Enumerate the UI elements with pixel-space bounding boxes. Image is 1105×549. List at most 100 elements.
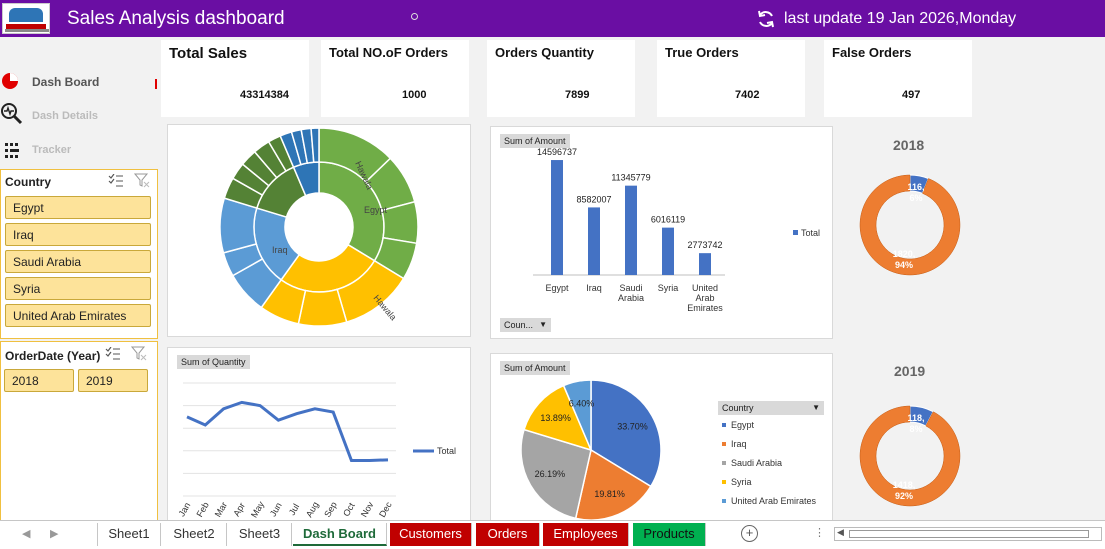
legend-label: Saudi Arabia — [731, 458, 782, 468]
kpi-value: 497 — [902, 89, 921, 101]
pie-slice — [523, 384, 593, 452]
legend-swatch — [793, 230, 798, 235]
category-label: Arab — [695, 293, 714, 303]
data-label: 8582007 — [576, 194, 611, 204]
tab-products[interactable]: Products — [633, 523, 706, 546]
month-label: Oct — [341, 501, 357, 519]
slice-label: 19.81% — [594, 489, 625, 499]
kpi-value: 43314384 — [240, 89, 289, 101]
prev-sheet-icon[interactable]: ◀ — [22, 528, 31, 540]
orders-2019-doughnut[interactable]: 118,8% 1418,92% — [855, 403, 965, 509]
kpi-title: Orders Quantity — [495, 45, 594, 60]
tab-sheet1[interactable]: Sheet1 — [97, 523, 161, 546]
tab-sheet2[interactable]: Sheet2 — [162, 523, 227, 546]
category-label: Iraq — [586, 283, 602, 293]
legend-swatch — [722, 480, 726, 484]
legend-swatch — [722, 423, 726, 427]
slice-label: 33.70% — [617, 422, 648, 432]
legend-swatch — [722, 461, 726, 465]
clear-filter-icon[interactable] — [131, 346, 147, 361]
tab-orders[interactable]: Orders — [476, 523, 540, 546]
clear-filter-icon[interactable] — [134, 173, 150, 188]
true-pct: 92% — [895, 491, 913, 501]
doughnut-2018-title: 2018 — [893, 137, 925, 153]
nav-label: Dash Board — [32, 75, 100, 89]
last-update-text: last update 19 Jan 2026,Monday — [784, 10, 1017, 27]
slicer-item-syria[interactable]: Syria — [5, 277, 151, 300]
slicer-item-iraq[interactable]: Iraq — [5, 223, 151, 246]
slice-label: 26.19% — [535, 469, 566, 479]
true-label: 1820, — [893, 249, 916, 259]
tab-customers[interactable]: Customers — [390, 523, 472, 546]
kpi-false-orders: False Orders 497 — [824, 40, 972, 117]
slicer-title: Country — [5, 175, 51, 189]
kpi-title: False Orders — [832, 45, 912, 60]
next-sheet-icon[interactable]: ▶ — [50, 528, 59, 540]
slicer-item-2019[interactable]: 2019 — [78, 369, 148, 392]
category-label: Syria — [658, 283, 679, 293]
country-filter-button[interactable]: Coun... ▼ — [500, 318, 552, 332]
true-orders-segment — [859, 405, 961, 507]
slicer-item-uae[interactable]: United Arab Emirates — [5, 304, 151, 327]
slicer-item-egypt[interactable]: Egypt — [5, 196, 151, 219]
legend-label: Syria — [731, 477, 752, 487]
dropdown-arrow-icon: ▼ — [812, 403, 820, 412]
company-logo — [2, 3, 50, 34]
slicer-item-2018[interactable]: 2018 — [4, 369, 74, 392]
data-label: 6016119 — [651, 215, 685, 225]
sunburst-label: Egypt — [364, 205, 388, 215]
month-label: Mar — [213, 500, 229, 518]
series-line-total — [186, 400, 389, 462]
true-pct: 94% — [895, 260, 913, 270]
kpi-value: 1000 — [402, 89, 427, 101]
sunburst-chart-panel[interactable]: Egypt Iraq Hawala Hawala — [167, 124, 471, 337]
orders-2018-doughnut[interactable]: 116,6% 1820,94% — [855, 172, 965, 278]
refresh-icon[interactable] — [756, 9, 776, 29]
add-sheet-icon[interactable]: + — [741, 525, 758, 542]
kpi-value: 7899 — [565, 89, 590, 101]
slice-label: 13.89% — [540, 413, 571, 423]
shape-handle-icon — [411, 13, 418, 20]
horizontal-scrollbar[interactable]: ◀ — [834, 527, 1102, 541]
amount-bar-chart-panel[interactable]: Sum of Amount 14596737 Egypt 8582007 Iraq 11… — [490, 126, 833, 339]
nav-dash-details[interactable]: Dash Details — [0, 103, 158, 131]
month-label: Aug — [304, 500, 321, 519]
legend-country-filter[interactable]: Country ▼ — [718, 401, 824, 415]
true-label: 1418, — [893, 480, 916, 490]
kpi-orders-quantity: Orders Quantity 7899 — [487, 40, 635, 117]
amount-pie-chart-panel[interactable]: Sum of Amount 33.70% 19.81% 26.19% 13.89% 6.… — [490, 353, 833, 521]
kpi-title: Total NO.oF Orders — [329, 45, 448, 60]
year-slicer: OrderDate (Year) 2018 2019 — [0, 341, 158, 521]
scroll-left-icon[interactable]: ◀ — [837, 527, 844, 537]
tab-sheet3[interactable]: Sheet3 — [228, 523, 292, 546]
data-label: 14596737 — [537, 147, 577, 157]
month-label: Jun — [268, 501, 284, 519]
nav-tracker[interactable]: Tracker — [0, 137, 158, 165]
nav-label: Dash Details — [32, 110, 99, 122]
multi-select-icon[interactable] — [108, 174, 124, 188]
kpi-total-sales: Total Sales 43314384 — [161, 40, 309, 117]
nav-label: Tracker — [32, 144, 72, 156]
multi-select-icon[interactable] — [105, 347, 121, 361]
more-options-icon[interactable]: ⋮ — [814, 527, 825, 539]
pie-slice — [520, 428, 592, 520]
nav-dashboard[interactable]: Dash Board — [0, 68, 158, 96]
field-tag: Sum of Amount — [500, 361, 570, 375]
slicer-item-saudi-arabia[interactable]: Saudi Arabia — [5, 250, 151, 273]
page-title: Sales Analysis dashboard — [67, 8, 285, 29]
slicer-title: OrderDate (Year) — [5, 349, 101, 363]
tab-employees[interactable]: Employees — [543, 523, 629, 546]
false-label: 118, — [907, 413, 924, 423]
scrollbar-thumb[interactable] — [849, 530, 1089, 538]
magnifier-pulse-icon — [1, 103, 23, 125]
header-bar: Sales Analysis dashboard last update 19 … — [0, 0, 1105, 37]
month-label: Jan — [176, 501, 192, 519]
false-label: 116, — [907, 182, 924, 192]
amount-pie-chart: 33.70% 19.81% 26.19% 13.89% 6.40% Egypt Iraq Sa… — [520, 379, 817, 521]
category-label: Emirates — [687, 303, 723, 313]
tab-dashboard[interactable]: Dash Board — [293, 523, 387, 546]
quantity-line-chart-panel[interactable]: Sum of Quantity Jan Feb Mar Apr May Jun Jul Aug… — [167, 347, 471, 521]
sunburst-label: Iraq — [272, 245, 288, 255]
sheet-tab-bar: ◀ ▶ Sheet1 Sheet2 Sheet3 Dash Board Cust… — [0, 520, 1105, 549]
